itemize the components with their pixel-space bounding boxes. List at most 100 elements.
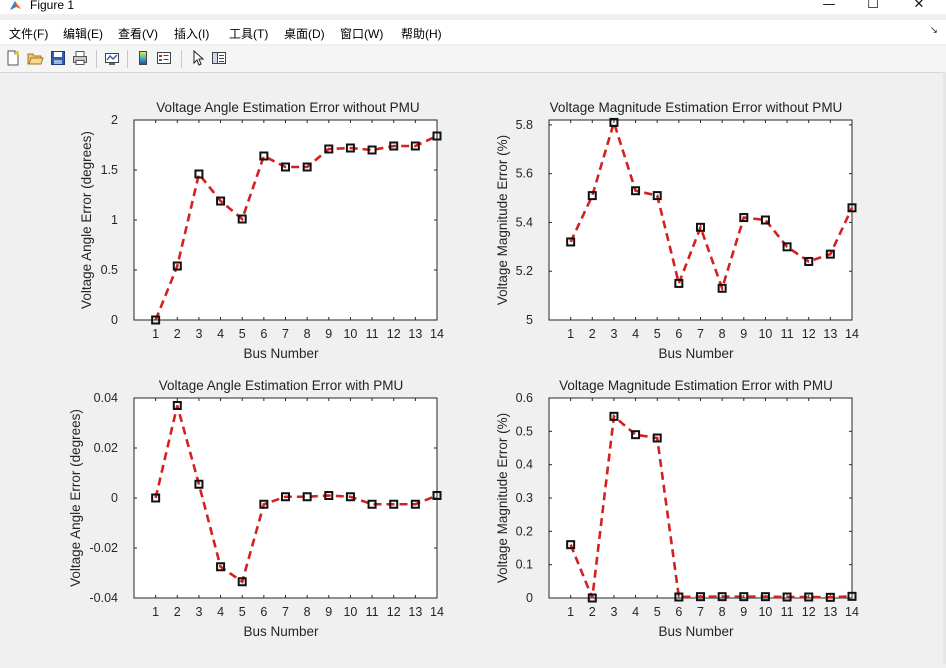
x-axis-label: Bus Number xyxy=(243,346,319,361)
x-tick-label: 12 xyxy=(387,605,401,619)
x-tick-label: 6 xyxy=(260,605,267,619)
y-tick-label: 0 xyxy=(111,491,118,505)
x-tick-label: 4 xyxy=(217,327,224,341)
x-tick-label: 7 xyxy=(697,327,704,341)
property-inspector-icon[interactable] xyxy=(210,49,228,67)
data-point xyxy=(172,401,182,410)
menu-bar: 文件(F) 编辑(E) 查看(V) 插入(I) 工具(T) 桌面(D) 窗口(W… xyxy=(0,20,946,44)
data-point xyxy=(302,162,312,172)
toolbar-separator xyxy=(127,50,128,68)
x-tick-label: 6 xyxy=(675,327,682,341)
data-point xyxy=(804,592,814,602)
x-tick-label: 1 xyxy=(152,327,159,341)
y-axis-label: Voltage Angle Error (degrees) xyxy=(68,409,83,587)
menu-file[interactable]: 文件(F) xyxy=(9,27,49,41)
x-tick-label: 1 xyxy=(567,605,574,619)
x-tick-label: 8 xyxy=(304,327,311,341)
x-tick-label: 10 xyxy=(758,327,772,341)
data-point xyxy=(151,493,161,503)
data-point xyxy=(237,214,247,224)
insert-legend-icon[interactable] xyxy=(155,49,173,67)
toolbar-separator xyxy=(181,50,182,68)
x-tick-label: 14 xyxy=(845,605,859,619)
data-point xyxy=(151,315,161,325)
x-axis-label: Bus Number xyxy=(658,346,734,361)
menu-tools[interactable]: 工具(T) xyxy=(229,27,269,41)
menu-insert[interactable]: 插入(I) xyxy=(174,27,210,41)
data-point xyxy=(172,261,182,271)
open-file-icon[interactable] xyxy=(26,49,44,67)
x-tick-label: 3 xyxy=(195,605,202,619)
x-tick-label: 8 xyxy=(304,605,311,619)
x-tick-label: 12 xyxy=(802,327,816,341)
y-tick-label: 0.4 xyxy=(516,458,533,472)
x-tick-label: 10 xyxy=(343,327,357,341)
menu-view[interactable]: 查看(V) xyxy=(118,27,158,41)
close-button[interactable]: ✕ xyxy=(913,0,925,12)
x-tick-label: 11 xyxy=(366,327,379,341)
data-point xyxy=(324,144,334,154)
x-tick-label: 11 xyxy=(366,605,379,619)
y-tick-label: 5.8 xyxy=(516,118,533,132)
y-tick-label: 5.6 xyxy=(516,167,533,181)
data-point xyxy=(281,162,290,172)
x-tick-label: 9 xyxy=(325,605,332,619)
menu-window[interactable]: 窗口(W) xyxy=(340,27,384,41)
menu-overflow-icon[interactable]: ↘ xyxy=(929,25,938,36)
x-tick-label: 5 xyxy=(654,605,661,619)
y-axis-label: Voltage Angle Error (degrees) xyxy=(79,131,94,309)
subplot-3: Voltage Angle Estimation Error with PMU B… xyxy=(68,378,444,639)
x-tick-label: 13 xyxy=(408,605,422,619)
data-point xyxy=(566,540,576,550)
print-icon[interactable] xyxy=(71,49,89,67)
edit-plot-arrow-icon[interactable] xyxy=(188,49,206,67)
y-tick-label: 1 xyxy=(111,213,118,227)
y-tick-label: 0 xyxy=(111,313,118,327)
x-tick-label: 2 xyxy=(174,605,181,619)
x-tick-label: 13 xyxy=(408,327,422,341)
menu-edit[interactable]: 编辑(E) xyxy=(63,27,103,41)
menu-desktop[interactable]: 桌面(D) xyxy=(284,27,325,41)
x-tick-label: 1 xyxy=(152,605,159,619)
minimize-button[interactable]: — xyxy=(822,0,836,12)
x-tick-label: 8 xyxy=(719,605,726,619)
data-point xyxy=(587,191,597,201)
window-title: Figure 1 xyxy=(30,0,75,12)
maximize-button[interactable]: ☐ xyxy=(867,0,879,12)
x-tick-label: 2 xyxy=(174,327,181,341)
x-tick-label: 4 xyxy=(632,605,639,619)
x-tick-label: 3 xyxy=(610,327,617,341)
y-tick-label: 1.5 xyxy=(101,163,118,177)
data-point xyxy=(237,577,247,587)
data-point xyxy=(847,591,857,601)
data-point xyxy=(566,237,576,247)
y-tick-label: 0.1 xyxy=(516,558,533,572)
data-point xyxy=(739,213,749,223)
x-tick-label: 10 xyxy=(758,605,772,619)
data-point xyxy=(259,151,269,161)
data-point xyxy=(432,491,442,500)
x-tick-label: 13 xyxy=(823,605,837,619)
save-icon[interactable] xyxy=(49,49,67,67)
x-tick-label: 7 xyxy=(282,327,289,341)
data-point xyxy=(804,256,814,266)
data-point xyxy=(739,592,749,602)
toolbar-separator xyxy=(96,50,97,68)
new-figure-icon[interactable] xyxy=(4,49,22,67)
data-point xyxy=(717,592,727,602)
y-tick-label: 0.5 xyxy=(516,424,533,438)
x-tick-label: 10 xyxy=(343,605,357,619)
window-edge xyxy=(943,72,946,664)
link-plot-icon[interactable] xyxy=(103,49,121,67)
data-point xyxy=(194,479,204,489)
data-point xyxy=(631,430,641,440)
insert-colorbar-icon[interactable] xyxy=(134,49,152,67)
menu-help[interactable]: 帮助(H) xyxy=(401,27,442,41)
data-point xyxy=(345,492,355,502)
data-point xyxy=(760,592,770,602)
data-point xyxy=(432,131,442,141)
data-point xyxy=(194,169,204,179)
x-tick-label: 12 xyxy=(802,605,816,619)
x-tick-label: 5 xyxy=(239,327,246,341)
